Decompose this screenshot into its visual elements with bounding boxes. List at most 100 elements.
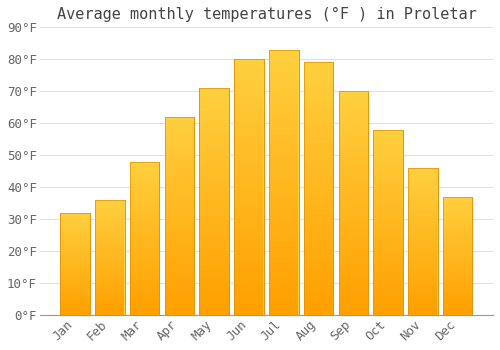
- Bar: [339, 271, 368, 275]
- Bar: [234, 100, 264, 105]
- Bar: [443, 216, 472, 218]
- Bar: [234, 167, 264, 172]
- Bar: [304, 68, 333, 72]
- Bar: [443, 273, 472, 275]
- Bar: [96, 306, 124, 308]
- Bar: [374, 189, 402, 193]
- Bar: [443, 270, 472, 273]
- Bar: [304, 63, 333, 68]
- Bar: [165, 299, 194, 303]
- Bar: [408, 298, 438, 300]
- Bar: [200, 174, 228, 179]
- Bar: [408, 265, 438, 268]
- Bar: [130, 257, 159, 260]
- Bar: [408, 300, 438, 303]
- Bar: [234, 223, 264, 228]
- Bar: [96, 223, 124, 225]
- Bar: [200, 133, 228, 138]
- Bar: [304, 305, 333, 310]
- Bar: [60, 229, 90, 231]
- Bar: [96, 299, 124, 301]
- Bar: [130, 193, 159, 195]
- Bar: [304, 153, 333, 159]
- Bar: [443, 263, 472, 265]
- Bar: [374, 296, 402, 300]
- Bar: [234, 254, 264, 259]
- Bar: [408, 241, 438, 245]
- Bar: [234, 197, 264, 203]
- Bar: [234, 59, 264, 315]
- Bar: [443, 242, 472, 244]
- Bar: [408, 174, 438, 177]
- Bar: [60, 293, 90, 295]
- Bar: [234, 59, 264, 64]
- Bar: [96, 241, 124, 244]
- Bar: [200, 229, 228, 233]
- Bar: [60, 272, 90, 274]
- Bar: [234, 126, 264, 131]
- Bar: [304, 244, 333, 250]
- Bar: [443, 301, 472, 303]
- Bar: [200, 247, 228, 252]
- Bar: [374, 204, 402, 208]
- Bar: [96, 221, 124, 223]
- Bar: [374, 237, 402, 241]
- Bar: [304, 88, 333, 93]
- Bar: [60, 237, 90, 239]
- Bar: [270, 65, 298, 71]
- Bar: [443, 218, 472, 220]
- Bar: [270, 71, 298, 76]
- Bar: [408, 239, 438, 241]
- Bar: [165, 200, 194, 204]
- Bar: [408, 292, 438, 295]
- Bar: [339, 261, 368, 266]
- Bar: [165, 240, 194, 244]
- Bar: [130, 214, 159, 217]
- Bar: [408, 268, 438, 271]
- Bar: [130, 251, 159, 254]
- Bar: [60, 276, 90, 278]
- Bar: [60, 297, 90, 299]
- Bar: [164, 117, 194, 315]
- Bar: [165, 260, 194, 264]
- Bar: [130, 165, 159, 168]
- Bar: [304, 204, 333, 209]
- Bar: [408, 183, 438, 186]
- Bar: [96, 281, 124, 283]
- Bar: [304, 219, 333, 224]
- Bar: [408, 197, 438, 201]
- Bar: [339, 172, 368, 176]
- Bar: [60, 239, 90, 241]
- Bar: [200, 111, 228, 115]
- Bar: [234, 259, 264, 264]
- Bar: [304, 295, 333, 300]
- Bar: [374, 208, 402, 211]
- Bar: [130, 281, 159, 285]
- Bar: [60, 217, 90, 219]
- Bar: [270, 236, 298, 241]
- Bar: [200, 256, 228, 261]
- Bar: [339, 208, 368, 212]
- Bar: [60, 262, 90, 264]
- Bar: [339, 181, 368, 185]
- Bar: [339, 284, 368, 288]
- Bar: [408, 189, 438, 191]
- Bar: [443, 294, 472, 296]
- Bar: [200, 161, 228, 165]
- Bar: [270, 198, 298, 204]
- Bar: [339, 176, 368, 181]
- Bar: [374, 167, 402, 170]
- Bar: [200, 102, 228, 106]
- Bar: [339, 288, 368, 293]
- Bar: [270, 92, 298, 97]
- Bar: [165, 208, 194, 212]
- Bar: [96, 246, 124, 248]
- Bar: [234, 233, 264, 238]
- Bar: [270, 140, 298, 145]
- Bar: [304, 209, 333, 214]
- Bar: [304, 285, 333, 290]
- Bar: [60, 282, 90, 285]
- Bar: [165, 156, 194, 161]
- Bar: [339, 279, 368, 284]
- Bar: [374, 196, 402, 200]
